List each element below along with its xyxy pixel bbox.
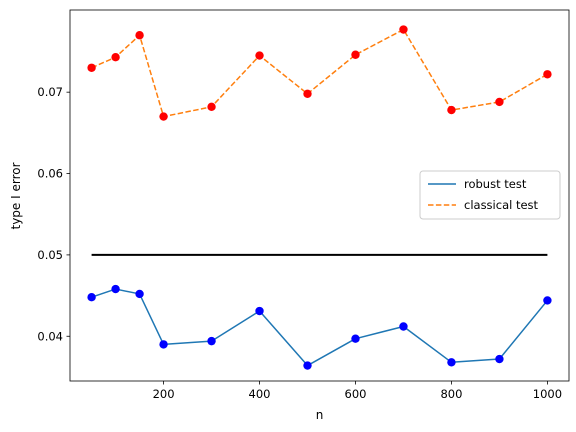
data-point-robust-test — [351, 334, 360, 343]
data-point-classical-test — [255, 51, 264, 60]
x-tick-label: 400 — [249, 387, 271, 401]
legend-label-classical-test: classical test — [464, 198, 539, 212]
data-point-robust-test — [303, 361, 312, 370]
data-point-robust-test — [399, 322, 408, 331]
data-point-robust-test — [447, 358, 456, 367]
data-point-robust-test — [255, 306, 264, 316]
data-point-robust-test — [207, 336, 216, 346]
y-tick-label: 0.05 — [37, 248, 63, 262]
x-tick-label: 200 — [153, 387, 175, 401]
series-line-classical-test — [91, 28, 548, 118]
data-point-robust-test — [87, 292, 96, 302]
data-point-classical-test — [135, 31, 144, 40]
axes: 200 400 600 800 1000 0.04 0.05 0.06 0.07 — [37, 85, 562, 401]
data-point-classical-test — [87, 63, 96, 72]
x-tick-label: 800 — [440, 387, 462, 401]
data-point-robust-test — [543, 296, 552, 305]
data-point-classical-test — [207, 102, 216, 112]
data-point-classical-test — [159, 112, 168, 121]
plot-frame — [69, 9, 570, 382]
chart-marks — [87, 25, 552, 370]
x-tick-label: 1000 — [533, 387, 562, 401]
y-tick-label: 0.04 — [37, 329, 63, 343]
data-point-classical-test — [495, 97, 504, 107]
data-point-classical-test — [543, 70, 552, 79]
x-axis-label: n — [316, 408, 324, 422]
data-point-robust-test — [111, 284, 120, 294]
y-tick-label: 0.06 — [37, 167, 63, 181]
data-point-classical-test — [111, 52, 120, 62]
data-point-robust-test — [159, 340, 168, 349]
data-point-classical-test — [447, 105, 456, 115]
data-point-robust-test — [495, 354, 504, 364]
y-axis-label: type I error — [9, 162, 23, 229]
legend-box — [419, 170, 561, 220]
data-point-classical-test — [351, 50, 360, 59]
data-point-classical-test — [399, 25, 408, 34]
data-point-robust-test — [135, 289, 144, 299]
x-tick-label: 600 — [345, 387, 367, 401]
data-point-classical-test — [303, 89, 312, 99]
legend-label-robust-test: robust test — [464, 177, 527, 191]
legend: robust test classical test — [419, 170, 561, 220]
y-tick-label: 0.07 — [37, 85, 63, 99]
